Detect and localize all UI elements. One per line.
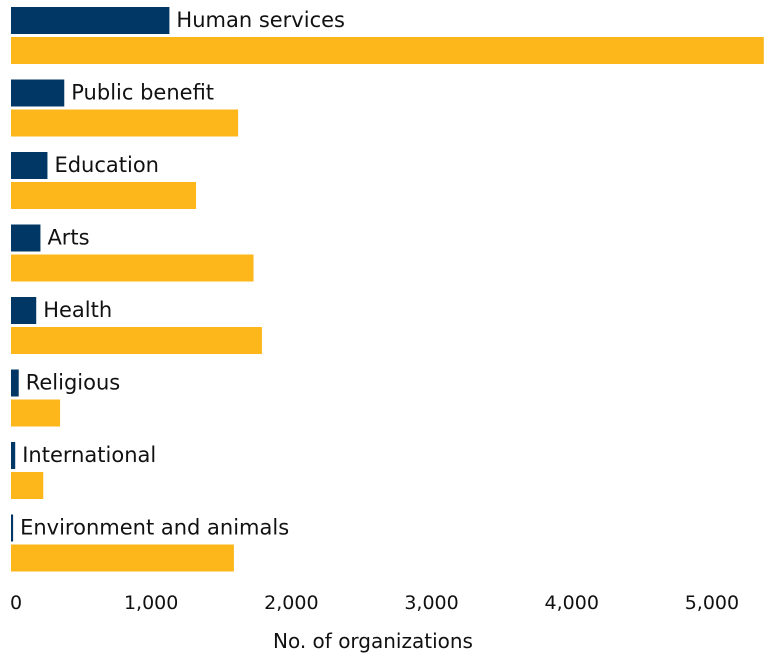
category-labels: Human services Public benefit Education Art… [20, 8, 345, 540]
bar-dark-education [11, 152, 48, 179]
category-label-public-benefit: Public benefit [71, 81, 214, 105]
category-label-health: Health [43, 298, 112, 322]
bar-yellow-human-services [11, 37, 764, 64]
bar-dark-public-benefit [11, 79, 65, 107]
bar-yellow-public-benefit [11, 109, 239, 137]
bar-dark-human-services [11, 7, 170, 34]
x-tick-label: 3,000 [404, 592, 458, 614]
bar-dark-environment-and-animals [11, 514, 14, 542]
bar-dark-arts [11, 224, 41, 252]
bar-dark-religious [11, 369, 19, 397]
x-axis-ticks: 0 1,000 2,000 3,000 4,000 5,000 [10, 592, 739, 614]
bar-yellow-education [11, 182, 197, 209]
category-label-arts: Arts [47, 226, 89, 250]
category-label-education: Education [54, 153, 159, 177]
x-tick-label: 4,000 [545, 592, 599, 614]
bar-yellow-health [11, 327, 262, 354]
bar-yellow-international [11, 472, 44, 499]
category-label-religious: Religious [26, 371, 121, 395]
bar-dark-health [11, 297, 37, 324]
x-tick-label: 5,000 [685, 592, 739, 614]
x-tick-label: 1,000 [124, 592, 178, 614]
bar-yellow-environment-and-animals [11, 544, 234, 572]
bars-group [11, 7, 764, 572]
bar-yellow-arts [11, 254, 254, 282]
x-tick-label: 2,000 [264, 592, 318, 614]
category-label-human-services: Human services [176, 8, 345, 32]
x-axis-title: No. of organizations [273, 629, 473, 653]
category-label-environment-and-animals: Environment and animals [20, 516, 289, 540]
bar-dark-international [11, 442, 16, 469]
bar-yellow-religious [11, 399, 61, 427]
x-tick-label: 0 [10, 592, 22, 614]
category-label-international: International [22, 443, 156, 467]
